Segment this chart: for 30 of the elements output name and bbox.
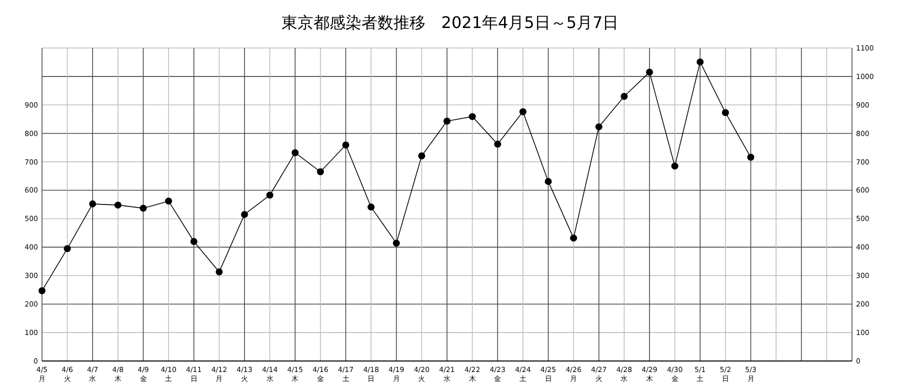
point — [595, 123, 602, 130]
point — [544, 178, 552, 185]
point — [646, 68, 653, 76]
point — [696, 58, 704, 66]
point — [114, 202, 122, 209]
point — [444, 118, 450, 125]
point — [671, 162, 678, 170]
point — [140, 204, 147, 212]
chart-title: 東京都感染者数推移 2021年4月5日～5月7日 — [281, 13, 619, 32]
point — [368, 204, 375, 211]
point — [316, 168, 324, 176]
point — [570, 234, 578, 242]
point — [165, 198, 172, 205]
point — [89, 200, 96, 208]
point — [38, 287, 46, 294]
point — [190, 238, 198, 245]
point — [241, 210, 248, 218]
point — [418, 152, 426, 160]
point — [722, 109, 729, 116]
point — [216, 268, 223, 276]
point — [266, 192, 274, 199]
point — [620, 92, 628, 100]
point — [392, 240, 400, 247]
point — [64, 245, 71, 252]
point — [519, 108, 526, 116]
point — [494, 140, 502, 148]
point — [747, 154, 754, 161]
point — [342, 142, 350, 149]
point — [468, 113, 476, 120]
point — [292, 149, 299, 156]
